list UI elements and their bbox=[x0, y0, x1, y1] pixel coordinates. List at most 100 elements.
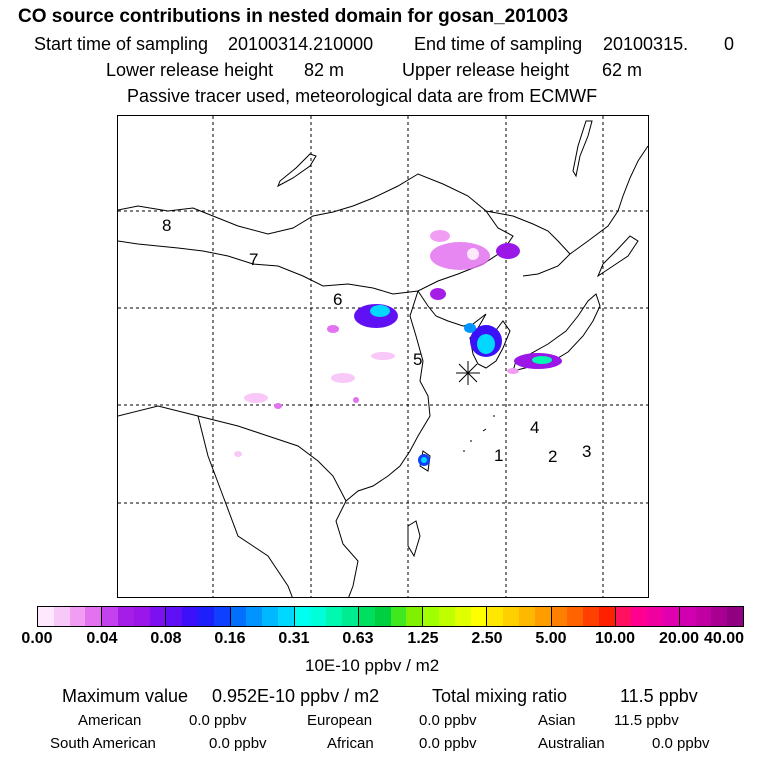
contribution-blob bbox=[274, 403, 282, 409]
colorbar-swatch bbox=[294, 607, 311, 626]
max-value: 0.952E-10 ppbv / m2 bbox=[212, 686, 380, 706]
colorbar-tick: 0.08 bbox=[150, 630, 182, 647]
colorbar-swatch bbox=[326, 607, 343, 626]
colorbar bbox=[37, 606, 744, 627]
colorbar-swatch bbox=[213, 607, 230, 626]
colorbar-swatch bbox=[358, 607, 375, 626]
american-value: 0.0 ppbv bbox=[189, 712, 247, 729]
colorbar-tick: 0.63 bbox=[342, 630, 374, 647]
far-east-coast bbox=[569, 145, 648, 255]
colorbar-interval bbox=[551, 607, 616, 626]
colorbar-swatch bbox=[583, 607, 599, 626]
colorbar-tick: 0.31 bbox=[278, 630, 310, 647]
end-time-suffix: 0 bbox=[724, 34, 735, 54]
plot-title: CO source contributions in nested domain… bbox=[18, 6, 569, 27]
end-time-value: 20100315. bbox=[603, 34, 689, 54]
colorbar-interval bbox=[38, 607, 103, 626]
colorbar-swatch bbox=[102, 607, 118, 626]
contribution-blob bbox=[532, 356, 552, 364]
colorbar-swatch bbox=[117, 607, 134, 626]
lower-height-label: Lower release height bbox=[106, 60, 274, 80]
tracer-note: Passive tracer used, meteorological data… bbox=[127, 86, 598, 106]
colorbar-swatch bbox=[615, 607, 632, 626]
colorbar-swatch bbox=[166, 607, 183, 626]
australian-label: Australian bbox=[538, 735, 605, 752]
colorbar-tick: 5.00 bbox=[535, 630, 567, 647]
colorbar-unit: 10E-10 ppbv / m2 bbox=[305, 656, 440, 675]
total-mixing-value: 11.5 ppbv bbox=[620, 686, 698, 706]
colorbar-tick: 2.50 bbox=[471, 630, 503, 647]
lower-height-value: 82 m bbox=[304, 60, 345, 80]
colorbar-swatch bbox=[149, 607, 166, 626]
contribution-blob bbox=[430, 230, 450, 242]
colorbar-swatch bbox=[454, 607, 471, 626]
sakhalin bbox=[572, 120, 593, 178]
receptor-star-marker bbox=[456, 361, 480, 385]
colorbar-swatch bbox=[406, 607, 423, 626]
contribution-blob bbox=[327, 325, 339, 333]
philippines bbox=[407, 520, 421, 558]
asian-value: 11.5 ppbv bbox=[614, 712, 679, 729]
contribution-blob bbox=[496, 243, 520, 259]
colorbar-swatch bbox=[470, 607, 487, 626]
colorbar-tick: 10.00 bbox=[594, 630, 636, 647]
contribution-blob bbox=[430, 288, 446, 300]
colorbar-swatch bbox=[598, 607, 615, 626]
inland-border-2 bbox=[197, 415, 293, 597]
contribution-blob bbox=[371, 352, 395, 360]
colorbar-interval bbox=[166, 607, 231, 626]
south-american-value: 0.0 ppbv bbox=[209, 735, 267, 752]
end-time-label: End time of sampling bbox=[414, 34, 583, 54]
start-time-label: Start time of sampling bbox=[34, 34, 209, 54]
asian-label: Asian bbox=[538, 712, 576, 729]
colorbar-swatch bbox=[503, 607, 519, 626]
colorbar-interval bbox=[230, 607, 295, 626]
region-label: 6 bbox=[333, 290, 343, 309]
colorbar-swatch bbox=[567, 607, 584, 626]
contribution-blob bbox=[370, 305, 390, 317]
upper-height-value: 62 m bbox=[602, 60, 643, 80]
colorbar-swatch bbox=[390, 607, 407, 626]
colorbar-swatch bbox=[423, 607, 439, 626]
colorbar-swatch bbox=[277, 607, 294, 626]
bohai-coast bbox=[417, 290, 487, 339]
region-label: 2 bbox=[548, 447, 558, 466]
colorbar-swatch bbox=[534, 607, 551, 626]
colorbar-swatch bbox=[487, 607, 504, 626]
max-value-label: Maximum value bbox=[62, 686, 189, 706]
colorbar-swatch bbox=[631, 607, 648, 626]
inland-border bbox=[118, 405, 347, 502]
colorbar-swatch bbox=[197, 607, 214, 626]
colorbar-swatch bbox=[711, 607, 728, 626]
map-drawing bbox=[118, 116, 648, 597]
colorbar-swatch bbox=[342, 607, 358, 626]
colorbar-swatch bbox=[518, 607, 535, 626]
start-time-value: 20100314.210000 bbox=[228, 34, 374, 54]
colorbar-interval bbox=[294, 607, 359, 626]
region-label: 3 bbox=[582, 442, 592, 461]
ne-border bbox=[485, 210, 571, 277]
contribution-blob bbox=[331, 373, 355, 383]
china-coast bbox=[345, 290, 431, 502]
colorbar-swatch bbox=[230, 607, 247, 626]
colorbar-swatch bbox=[310, 607, 327, 626]
colorbar-swatch bbox=[69, 607, 86, 626]
contribution-blob bbox=[421, 457, 427, 463]
region-label: 5 bbox=[413, 350, 423, 369]
contribution-blob bbox=[477, 334, 495, 354]
colorbar-swatch bbox=[647, 607, 664, 626]
contribution-blob bbox=[467, 248, 479, 260]
african-value: 0.0 ppbv bbox=[419, 735, 477, 752]
african-label: African bbox=[327, 735, 374, 752]
colorbar-tick: 0.16 bbox=[214, 630, 246, 647]
lake-baikal bbox=[277, 153, 317, 188]
colorbar-swatch bbox=[438, 607, 455, 626]
colorbar-interval bbox=[487, 607, 552, 626]
contribution-blob bbox=[464, 323, 476, 333]
region-label: 4 bbox=[530, 418, 540, 437]
european-label: European bbox=[307, 712, 373, 729]
total-mixing-label: Total mixing ratio bbox=[432, 686, 568, 706]
colorbar-swatch bbox=[374, 607, 391, 626]
mongolia-border bbox=[118, 173, 514, 295]
colorbar-swatch bbox=[85, 607, 102, 626]
